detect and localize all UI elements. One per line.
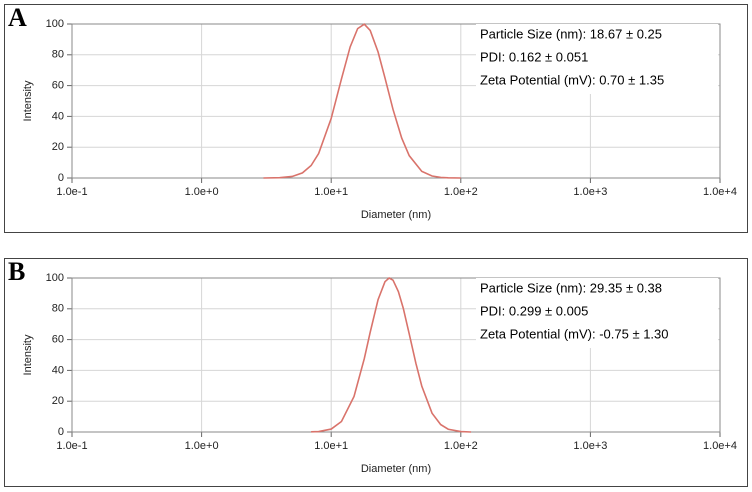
y-tick-label: 100 xyxy=(46,18,64,30)
y-tick-label: 0 xyxy=(58,172,64,184)
y-tick-label: 80 xyxy=(52,303,64,315)
size-curve xyxy=(263,23,461,179)
x-tick-label: 1.0e+4 xyxy=(703,186,737,198)
panel-frame xyxy=(4,4,748,233)
x-tick-label: 1.0e+2 xyxy=(444,440,478,452)
y-tick-label: 100 xyxy=(46,272,64,284)
y-tick-label: 0 xyxy=(58,426,64,438)
annotation: PDI: 0.299 ± 0.005 xyxy=(480,303,588,318)
y-tick-label: 40 xyxy=(52,364,64,376)
x-tick-label: 1.0e+3 xyxy=(573,186,607,198)
y-tick-label: 20 xyxy=(52,395,64,407)
x-tick-label: 1.0e-1 xyxy=(56,186,87,198)
x-tick-label: 1.0e-1 xyxy=(56,440,87,452)
annotation: Particle Size (nm): 29.35 ± 0.38 xyxy=(480,280,662,295)
annotation: Particle Size (nm): 18.67 ± 0.25 xyxy=(480,26,662,41)
x-tick-label: 1.0e+1 xyxy=(314,186,348,198)
x-tick-label: 1.0e+2 xyxy=(444,186,478,198)
y-tick-label: 60 xyxy=(52,334,64,346)
panel-label: A xyxy=(8,3,27,32)
annotation: Zeta Potential (mV): -0.75 ± 1.30 xyxy=(480,326,669,341)
annotation-box xyxy=(476,24,718,94)
y-tick-label: 40 xyxy=(52,110,64,122)
x-tick-label: 1.0e+1 xyxy=(314,440,348,452)
x-tick-label: 1.0e+3 xyxy=(573,440,607,452)
x-tick-label: 1.0e+4 xyxy=(703,440,737,452)
plot-area xyxy=(71,277,721,433)
plot-area xyxy=(71,23,721,179)
x-axis-title: Diameter (nm) xyxy=(361,463,431,475)
annotation-box xyxy=(476,278,718,348)
x-tick-label: 1.0e+0 xyxy=(185,440,219,452)
annotation: PDI: 0.162 ± 0.051 xyxy=(480,49,588,64)
panel-frame xyxy=(4,258,748,487)
y-tick-label: 80 xyxy=(52,49,64,61)
y-tick-label: 60 xyxy=(52,80,64,92)
annotation: Zeta Potential (mV): 0.70 ± 1.35 xyxy=(480,72,664,87)
size-curve xyxy=(311,277,472,433)
y-axis-title: Intensity xyxy=(22,334,34,375)
y-axis-title: Intensity xyxy=(22,80,34,121)
panel-label: B xyxy=(8,257,25,286)
x-tick-label: 1.0e+0 xyxy=(185,186,219,198)
x-axis-title: Diameter (nm) xyxy=(361,209,431,221)
y-tick-label: 20 xyxy=(52,141,64,153)
